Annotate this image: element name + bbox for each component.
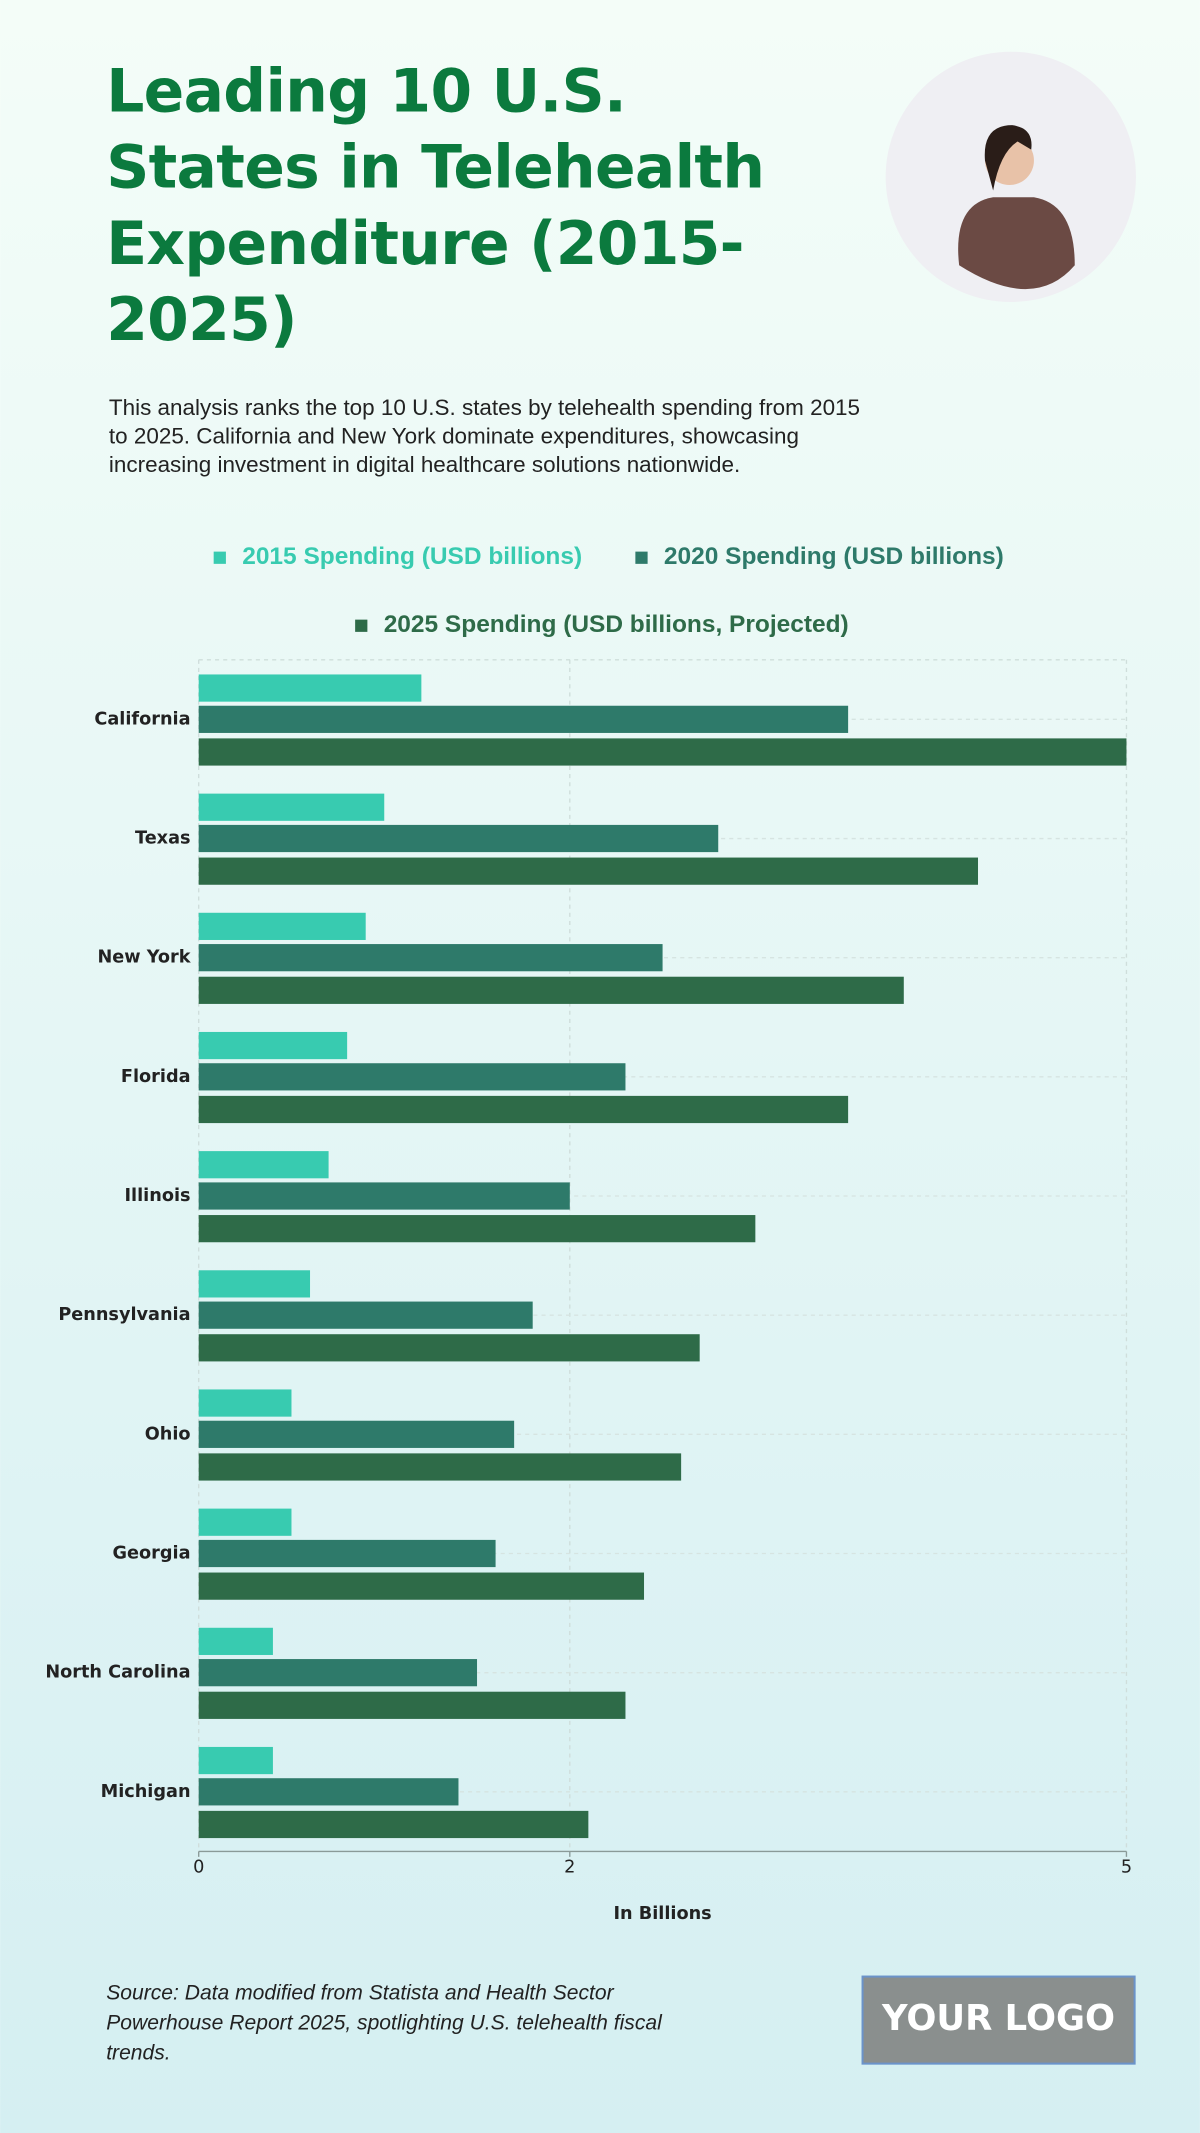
bar [198,1420,515,1448]
y-tick-label: North Carolina [45,1663,190,1683]
legend-label: 2020 Spending (USD billions) [664,543,1004,570]
bar [198,857,979,885]
bar [198,1389,292,1417]
bar [198,1810,589,1839]
legend-label: 2025 Spending (USD billions, Projected) [384,611,849,638]
photo [885,51,1136,302]
bar [198,1031,348,1060]
y-tick-label: New York [97,948,191,968]
x-tick-label: 2 [564,1858,575,1878]
title-box: Leading 10 U.S. States in Telehealth Exp… [106,57,765,356]
bar [198,705,849,733]
bar [198,738,1127,766]
bar [198,1095,849,1124]
bar [198,824,719,853]
logo-text: YOUR LOGO [881,1998,1115,2039]
y-tick-label: Pennsylvania [58,1305,190,1325]
desc-box: This analysis ranks the top 10 U.S. stat… [108,395,861,478]
bar [198,793,385,821]
bar [198,1151,329,1179]
bar [198,1182,570,1210]
bar [198,912,366,940]
y-tick-label: Ohio [145,1424,191,1444]
bar [198,1453,682,1481]
bar [198,1746,273,1775]
chart-subtitle: This analysis ranks the top 10 U.S. stat… [108,395,861,478]
x-tick-label: 0 [193,1858,204,1878]
source: Source: Data modified from Statista and … [106,1982,662,2065]
bar [198,1659,478,1687]
y-tick-label: Michigan [101,1782,191,1802]
bar [198,1539,496,1568]
legend-swatch [355,619,368,632]
y-tick-label: California [94,709,190,729]
legend: 2015 Spending (USD billions) 2020 Spendin… [213,543,1004,638]
chart-title: Leading 10 U.S. States in Telehealth Exp… [106,57,765,356]
bar [198,1778,459,1806]
y-tick-label: Illinois [124,1186,190,1206]
bar [198,1301,533,1329]
y-tick-label: Florida [121,1067,191,1087]
y-tick-label: Georgia [113,1543,191,1563]
source-box: Source: Data modified from Statista and … [106,1982,662,2065]
bar [198,1270,311,1298]
plot: 0 2 5 In Billions California Texas New York Flo… [45,659,1132,1924]
bar [198,1215,756,1243]
bar [198,1508,292,1536]
y-tick-label: Texas [135,829,191,849]
bar [198,1063,626,1091]
bar [198,944,663,972]
bar [198,976,904,1004]
bar [198,674,422,702]
bar [198,1627,273,1655]
legend-swatch [213,551,226,564]
bar [198,1572,645,1600]
legend-label: 2015 Spending (USD billions) [242,543,582,570]
logo-box [861,1975,1136,2065]
bar [198,1691,626,1719]
bar [198,1334,700,1362]
legend-swatch [635,551,648,564]
x-axis-label: In Billions [613,1904,711,1924]
x-tick-label: 5 [1121,1858,1132,1878]
